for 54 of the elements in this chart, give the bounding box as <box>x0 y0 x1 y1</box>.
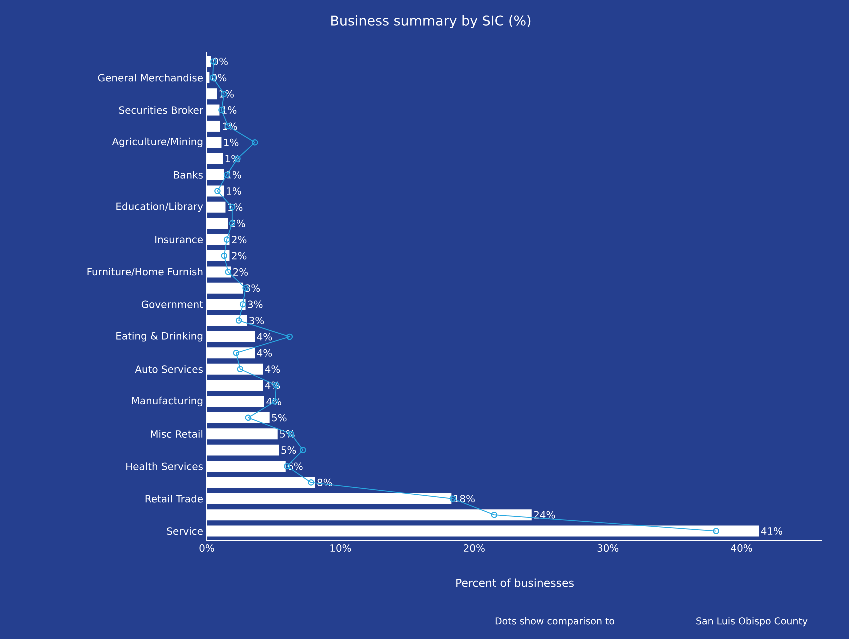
x-axis-title: Percent of businesses <box>456 578 574 588</box>
x-tick-label: 20% <box>464 544 485 552</box>
data-label: 5% <box>282 446 296 454</box>
y-tick-label: Auto Services <box>135 365 203 374</box>
data-label: 1% <box>224 138 239 146</box>
point <box>236 318 242 324</box>
data-label: 41% <box>761 527 782 536</box>
point <box>225 269 232 276</box>
y-tick-label: Agriculture/Mining <box>112 138 203 148</box>
y-tick-label: Misc Retail <box>151 430 203 438</box>
data-label: 4% <box>265 366 280 374</box>
data-label: 2% <box>234 268 248 276</box>
data-label: 24% <box>534 511 556 519</box>
point <box>308 480 314 486</box>
data-label: 3% <box>250 317 264 325</box>
point <box>491 512 498 518</box>
point <box>237 366 244 372</box>
y-tick-label: Education/Library <box>116 202 204 212</box>
data-label: 4% <box>257 349 272 357</box>
x-tick-label: 30% <box>598 544 619 552</box>
y-tick-label: Insurance <box>156 236 203 244</box>
point <box>240 301 246 308</box>
chart-title: Business summary by SIC (%) <box>332 15 531 28</box>
data-label: 18% <box>454 495 475 503</box>
data-label: 3% <box>248 300 263 308</box>
y-tick-label: Banks <box>174 171 204 179</box>
y-tick-label: Securities Broker <box>119 106 204 114</box>
data-label: 2% <box>232 252 247 260</box>
x-tick-label: 40% <box>731 544 752 552</box>
text: San Luis Obispo County <box>696 617 808 627</box>
y-tick-label: Manufacturing <box>132 396 203 407</box>
data-label: 8% <box>318 478 332 486</box>
point <box>286 334 294 340</box>
y-tick-label: Government <box>142 300 204 308</box>
y-tick-label: Furniture/Home Furnish <box>88 268 203 276</box>
point <box>300 447 306 454</box>
data-label: 5% <box>272 414 287 422</box>
data-label: 2% <box>232 236 247 244</box>
point <box>224 236 230 243</box>
y-tick-label: Service <box>167 527 203 536</box>
point <box>245 414 252 422</box>
data-label: 1% <box>227 187 242 196</box>
y-tick-label: Retail Trade <box>146 495 203 503</box>
data-label: 4% <box>257 333 272 341</box>
point <box>221 252 228 260</box>
x-tick-label: 0% <box>200 544 214 552</box>
text: Dots show comparison to <box>496 617 614 627</box>
y-tick-label: Eating & Drinking <box>116 332 203 342</box>
y-tick-label: Health Services <box>126 462 203 470</box>
point <box>252 140 258 146</box>
data-label: 3% <box>246 284 260 292</box>
y-tick-label: General Merchandise <box>98 74 203 82</box>
point <box>233 350 240 356</box>
x-tick-label: 10% <box>330 544 352 552</box>
